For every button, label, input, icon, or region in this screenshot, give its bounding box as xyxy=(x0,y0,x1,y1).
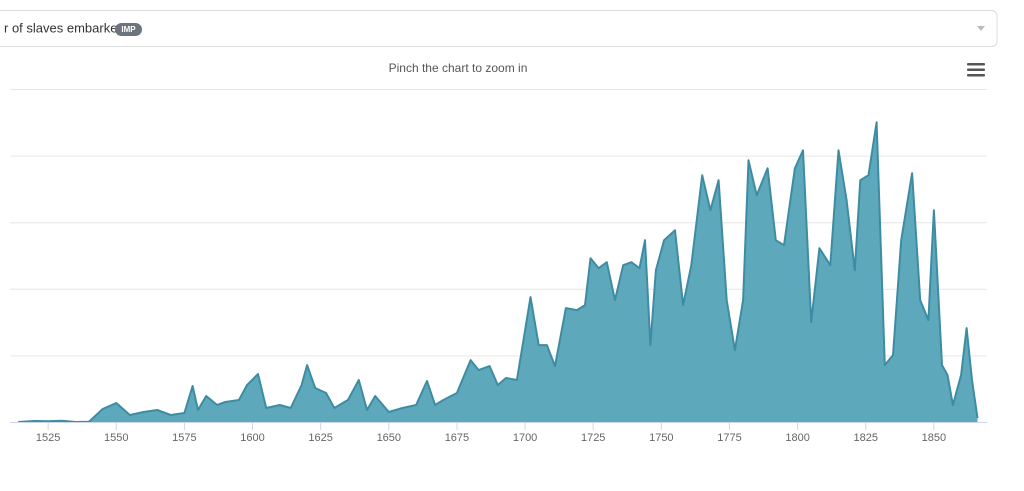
dropdown[interactable] xyxy=(0,10,998,47)
menu-bar xyxy=(967,68,985,71)
menu-button[interactable] xyxy=(967,63,985,77)
x-tick-label: 1575 xyxy=(172,432,196,444)
menu-bar xyxy=(967,63,985,66)
x-tick-label: 1650 xyxy=(377,432,401,444)
x-tick-label: 1825 xyxy=(853,432,877,444)
x-tick-label: 1700 xyxy=(513,432,537,444)
area-fill xyxy=(18,122,978,423)
x-tick-label: 1550 xyxy=(104,432,128,444)
x-tick-label: 1625 xyxy=(308,432,332,444)
dropdown-label: r of slaves embarked xyxy=(4,20,125,35)
x-tick-label: 1675 xyxy=(445,432,469,444)
x-tick-label: 1775 xyxy=(717,432,741,444)
x-tick-label: 1850 xyxy=(922,432,946,444)
menu-bar xyxy=(967,74,985,77)
x-tick-label: 1725 xyxy=(581,432,605,444)
dropdown-arrow xyxy=(977,26,985,31)
x-tick-label: 1750 xyxy=(649,432,673,444)
badge xyxy=(115,23,142,36)
x-tick-label: 1800 xyxy=(785,432,809,444)
chart-subtitle: Pinch the chart to zoom in xyxy=(389,61,528,75)
area-line xyxy=(18,121,979,423)
badge-text: IMP xyxy=(121,25,136,34)
x-tick-label: 1525 xyxy=(36,432,60,444)
x-tick-label: 1600 xyxy=(240,432,264,444)
